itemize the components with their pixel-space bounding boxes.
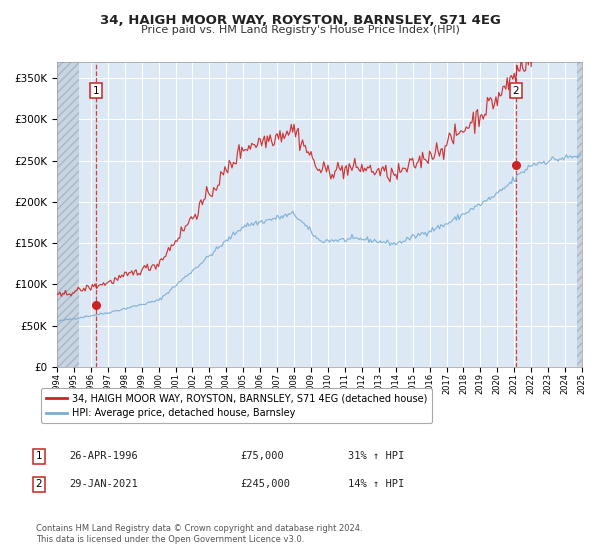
Text: 2: 2 bbox=[35, 479, 43, 489]
Text: 1: 1 bbox=[35, 451, 43, 461]
Text: 1: 1 bbox=[93, 86, 100, 96]
Text: Price paid vs. HM Land Registry's House Price Index (HPI): Price paid vs. HM Land Registry's House … bbox=[140, 25, 460, 35]
Text: 14% ↑ HPI: 14% ↑ HPI bbox=[348, 479, 404, 489]
Polygon shape bbox=[577, 62, 582, 367]
Legend: 34, HAIGH MOOR WAY, ROYSTON, BARNSLEY, S71 4EG (detached house), HPI: Average pr: 34, HAIGH MOOR WAY, ROYSTON, BARNSLEY, S… bbox=[41, 389, 432, 423]
Text: £75,000: £75,000 bbox=[240, 451, 284, 461]
Text: 2: 2 bbox=[512, 86, 519, 96]
Text: £245,000: £245,000 bbox=[240, 479, 290, 489]
Text: 26-APR-1996: 26-APR-1996 bbox=[69, 451, 138, 461]
Text: 29-JAN-2021: 29-JAN-2021 bbox=[69, 479, 138, 489]
Polygon shape bbox=[57, 62, 79, 367]
Text: Contains HM Land Registry data © Crown copyright and database right 2024.
This d: Contains HM Land Registry data © Crown c… bbox=[36, 524, 362, 544]
Text: 34, HAIGH MOOR WAY, ROYSTON, BARNSLEY, S71 4EG: 34, HAIGH MOOR WAY, ROYSTON, BARNSLEY, S… bbox=[100, 14, 500, 27]
Text: 31% ↑ HPI: 31% ↑ HPI bbox=[348, 451, 404, 461]
